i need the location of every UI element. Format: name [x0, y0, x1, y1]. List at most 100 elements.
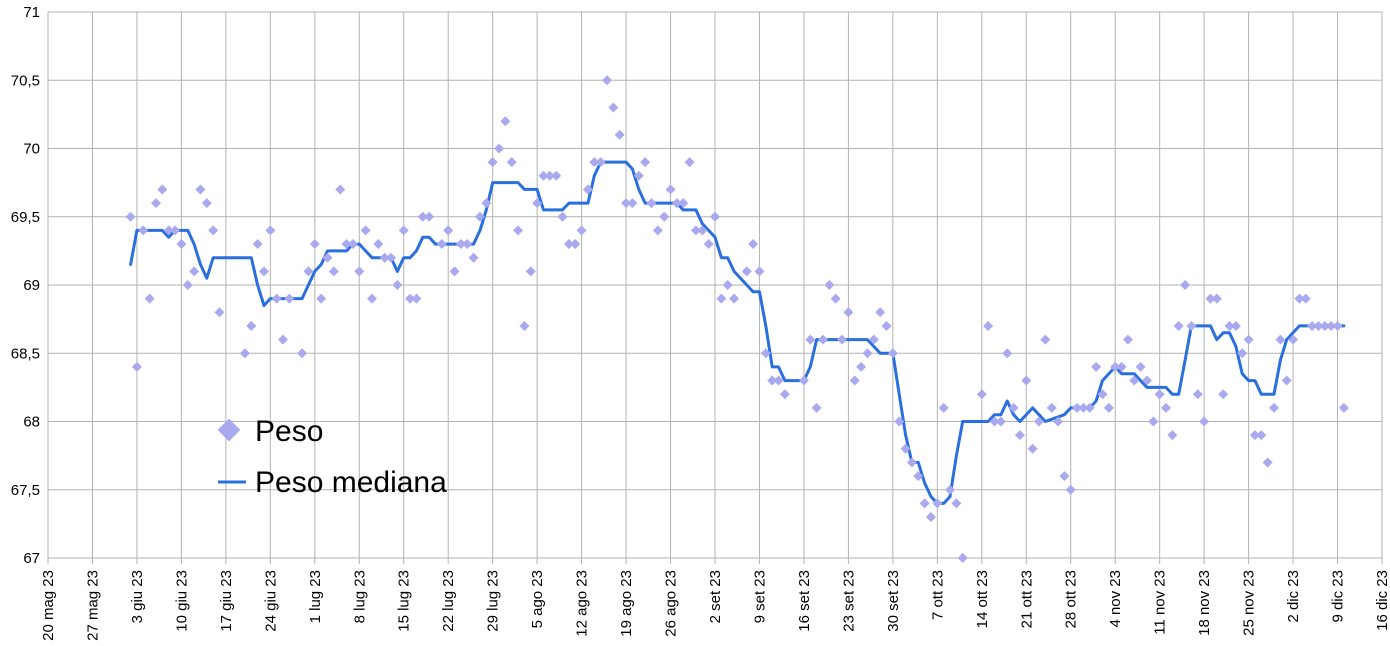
data-point-peso — [1084, 402, 1095, 413]
x-axis: 20 mag 23 27 mag 23 3 giu 23 10 giu 23 17 gi… — [40, 570, 1390, 641]
x-tick-label: 11 nov 23 — [1152, 570, 1169, 635]
data-point-peso — [201, 198, 212, 209]
data-point-peso — [900, 443, 911, 454]
data-point-peso — [462, 239, 473, 250]
data-point-peso — [1027, 443, 1038, 454]
data-point-peso — [1122, 334, 1133, 345]
data-point-peso — [360, 225, 371, 236]
data-point-peso — [1161, 402, 1172, 413]
data-point-peso — [1205, 293, 1216, 304]
data-point-peso — [830, 293, 841, 304]
x-tick-label: 23 set 23 — [840, 570, 857, 632]
data-point-peso — [265, 225, 276, 236]
data-point-peso — [1072, 402, 1083, 413]
data-point-peso — [608, 102, 619, 113]
data-point-peso — [748, 239, 759, 250]
x-tick-label: 15 lug 23 — [396, 570, 413, 632]
data-point-peso — [481, 198, 492, 209]
y-tick-label: 67,5 — [11, 482, 40, 499]
data-point-peso — [1237, 348, 1248, 359]
data-point-peso — [589, 157, 600, 168]
data-point-peso — [1249, 430, 1260, 441]
data-point-peso — [1154, 389, 1165, 400]
data-point-peso — [779, 389, 790, 400]
data-point-peso — [805, 334, 816, 345]
y-tick-label: 68,5 — [11, 345, 40, 362]
data-point-peso — [468, 252, 479, 263]
data-point-peso — [405, 293, 416, 304]
x-tick-label: 18 nov 23 — [1196, 570, 1213, 636]
data-point-peso — [729, 293, 740, 304]
data-point-peso — [189, 266, 200, 277]
data-point-peso — [1281, 375, 1292, 386]
data-point-peso — [252, 239, 263, 250]
data-point-peso — [690, 225, 701, 236]
y-tick-label: 70 — [23, 141, 40, 158]
x-tick-label: 12 ago 23 — [574, 570, 591, 637]
data-point-peso — [1002, 348, 1013, 359]
data-point-peso — [297, 348, 308, 359]
data-point-peso — [678, 198, 689, 209]
data-point-peso — [1275, 334, 1286, 345]
data-point-peso — [1103, 402, 1114, 413]
data-point-peso — [849, 375, 860, 386]
data-point-peso — [131, 361, 142, 372]
data-point-peso — [925, 512, 936, 523]
data-point-peso — [760, 348, 771, 359]
data-point-peso — [875, 307, 886, 318]
data-point-peso — [652, 225, 663, 236]
data-point-peso — [817, 334, 828, 345]
x-tick-label: 4 nov 23 — [1107, 570, 1124, 628]
data-point-peso — [1300, 293, 1311, 304]
data-point-peso — [1192, 389, 1203, 400]
x-tick-label: 14 ott 23 — [974, 570, 991, 628]
series-line-peso-mediana — [129, 160, 1346, 505]
data-point-peso — [449, 266, 460, 277]
data-point-peso — [684, 157, 695, 168]
x-tick-label: 26 ago 23 — [663, 570, 680, 637]
y-tick-label: 71 — [23, 4, 40, 21]
data-point-peso — [424, 211, 435, 222]
data-point-peso — [582, 184, 593, 195]
data-point-peso — [309, 239, 320, 250]
data-point-peso — [303, 266, 314, 277]
data-point-peso — [1269, 402, 1280, 413]
data-point-peso — [239, 348, 250, 359]
x-tick-label: 16 set 23 — [796, 570, 813, 632]
data-point-peso — [913, 471, 924, 482]
series-scatter-group — [125, 75, 1349, 563]
data-point-peso — [697, 225, 708, 236]
data-point-peso — [532, 198, 543, 209]
x-tick-label: 7 ott 23 — [929, 570, 946, 620]
data-point-peso — [1078, 402, 1089, 413]
x-tick-label: 22 lug 23 — [440, 570, 457, 632]
data-point-peso — [703, 239, 714, 250]
data-point-peso — [1256, 430, 1267, 441]
data-point-peso — [1046, 402, 1057, 413]
data-point-peso — [633, 170, 644, 181]
x-tick-label: 1 lug 23 — [307, 570, 324, 623]
data-point-peso — [1148, 416, 1159, 427]
data-point-peso — [576, 225, 587, 236]
data-point-peso — [455, 239, 466, 250]
data-point-peso — [932, 498, 943, 509]
data-point-peso — [474, 211, 485, 222]
x-tick-label: 8 lug 23 — [351, 570, 368, 623]
x-tick-label: 27 mag 23 — [84, 570, 101, 641]
data-point-peso — [195, 184, 206, 195]
data-point-peso — [824, 280, 835, 290]
data-point-peso — [887, 348, 898, 359]
data-point-peso — [500, 116, 511, 127]
data-point-peso — [182, 280, 193, 290]
y-tick-label: 68 — [23, 414, 40, 431]
data-point-peso — [1180, 280, 1191, 290]
data-point-peso — [1294, 293, 1305, 304]
data-point-peso — [1186, 320, 1197, 331]
data-point-peso — [894, 416, 905, 427]
data-point-peso — [246, 320, 257, 331]
data-point-peso — [976, 389, 987, 400]
data-point-peso — [1008, 402, 1019, 413]
data-point-peso — [1288, 334, 1299, 345]
data-point-peso — [373, 239, 384, 250]
